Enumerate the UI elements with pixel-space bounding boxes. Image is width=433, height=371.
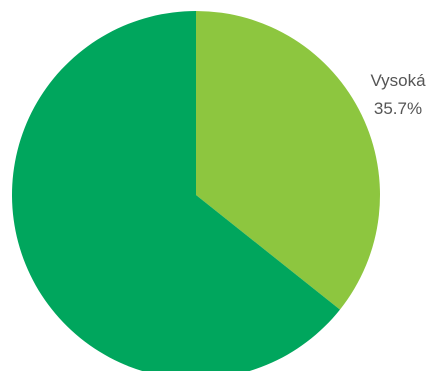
- pie-slices: [12, 11, 380, 371]
- pie-slice-0: [196, 11, 380, 310]
- pie-labels: Vysoká 35.7%: [370, 71, 426, 118]
- pie-slice-1: [12, 11, 340, 371]
- pie-slice-value-0: 35.7%: [374, 99, 422, 118]
- pie-slice-label-0: Vysoká: [370, 71, 426, 90]
